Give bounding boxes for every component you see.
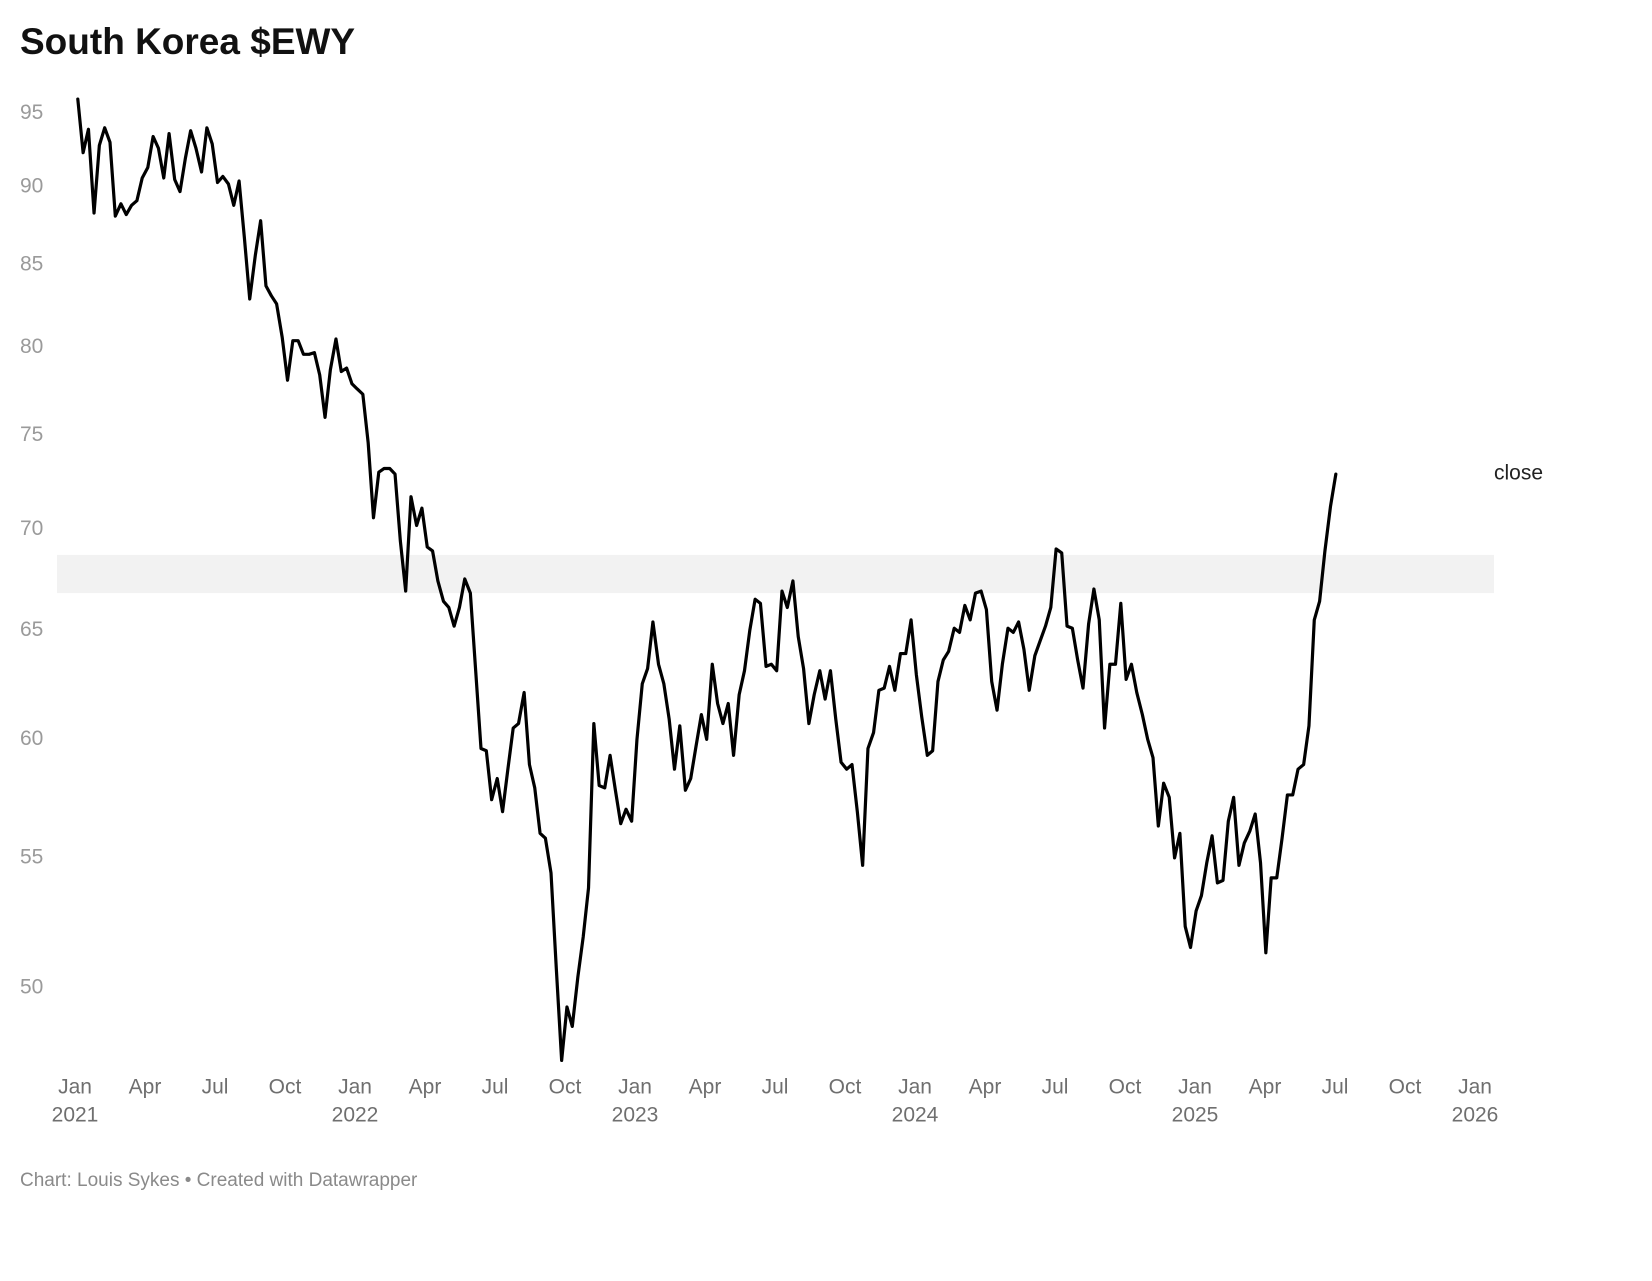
y-tick-label: 65 (20, 618, 43, 641)
y-tick-label: 80 (20, 335, 43, 358)
x-tick-label: Oct (1389, 1076, 1422, 1099)
x-tick-label: Jan (618, 1076, 652, 1099)
y-tick-label: 50 (20, 975, 43, 998)
x-tick-label: Apr (129, 1076, 162, 1099)
x-tick-label: Oct (1109, 1076, 1142, 1099)
x-tick-label: Apr (969, 1076, 1002, 1099)
x-tick-label: Oct (549, 1076, 582, 1099)
x-tick-label: Jan (1178, 1076, 1212, 1099)
highlight-band (57, 554, 1494, 594)
chart-source: Chart: Louis Sykes • Created with Datawr… (20, 1170, 418, 1191)
x-tick-year: 2022 (332, 1104, 379, 1127)
x-tick-label: Oct (829, 1076, 862, 1099)
x-tick-label: Oct (269, 1076, 302, 1099)
x-tick-label: Apr (1249, 1076, 1282, 1099)
x-tick-label: Jul (762, 1076, 789, 1099)
chart-title: South Korea $EWY (20, 21, 355, 62)
x-tick-label: Jul (482, 1076, 509, 1099)
x-tick-label: Jan (58, 1076, 92, 1099)
x-tick-label: Apr (689, 1076, 722, 1099)
y-tick-label: 70 (20, 517, 43, 540)
price-line (76, 97, 1338, 1063)
x-tick-label: Apr (409, 1076, 442, 1099)
y-tick-label: 55 (20, 845, 43, 868)
x-tick-label: Jan (1458, 1076, 1492, 1099)
y-tick-label: 95 (20, 101, 43, 124)
x-tick-year: 2024 (892, 1104, 939, 1127)
x-tick-year: 2021 (52, 1104, 99, 1127)
x-tick-label: Jul (202, 1076, 229, 1099)
y-tick-label: 85 (20, 252, 43, 275)
y-tick-label: 60 (20, 727, 43, 750)
y-tick-label: 90 (20, 175, 43, 198)
series-label: close (1494, 462, 1543, 485)
x-tick-year: 2023 (612, 1104, 659, 1127)
x-tick-label: Jan (338, 1076, 372, 1099)
x-tick-year: 2025 (1172, 1104, 1219, 1127)
x-tick-year: 2026 (1452, 1104, 1499, 1127)
x-tick-label: Jul (1042, 1076, 1069, 1099)
x-tick-label: Jan (898, 1076, 932, 1099)
y-tick-label: 75 (20, 423, 43, 446)
x-tick-label: Jul (1322, 1076, 1349, 1099)
